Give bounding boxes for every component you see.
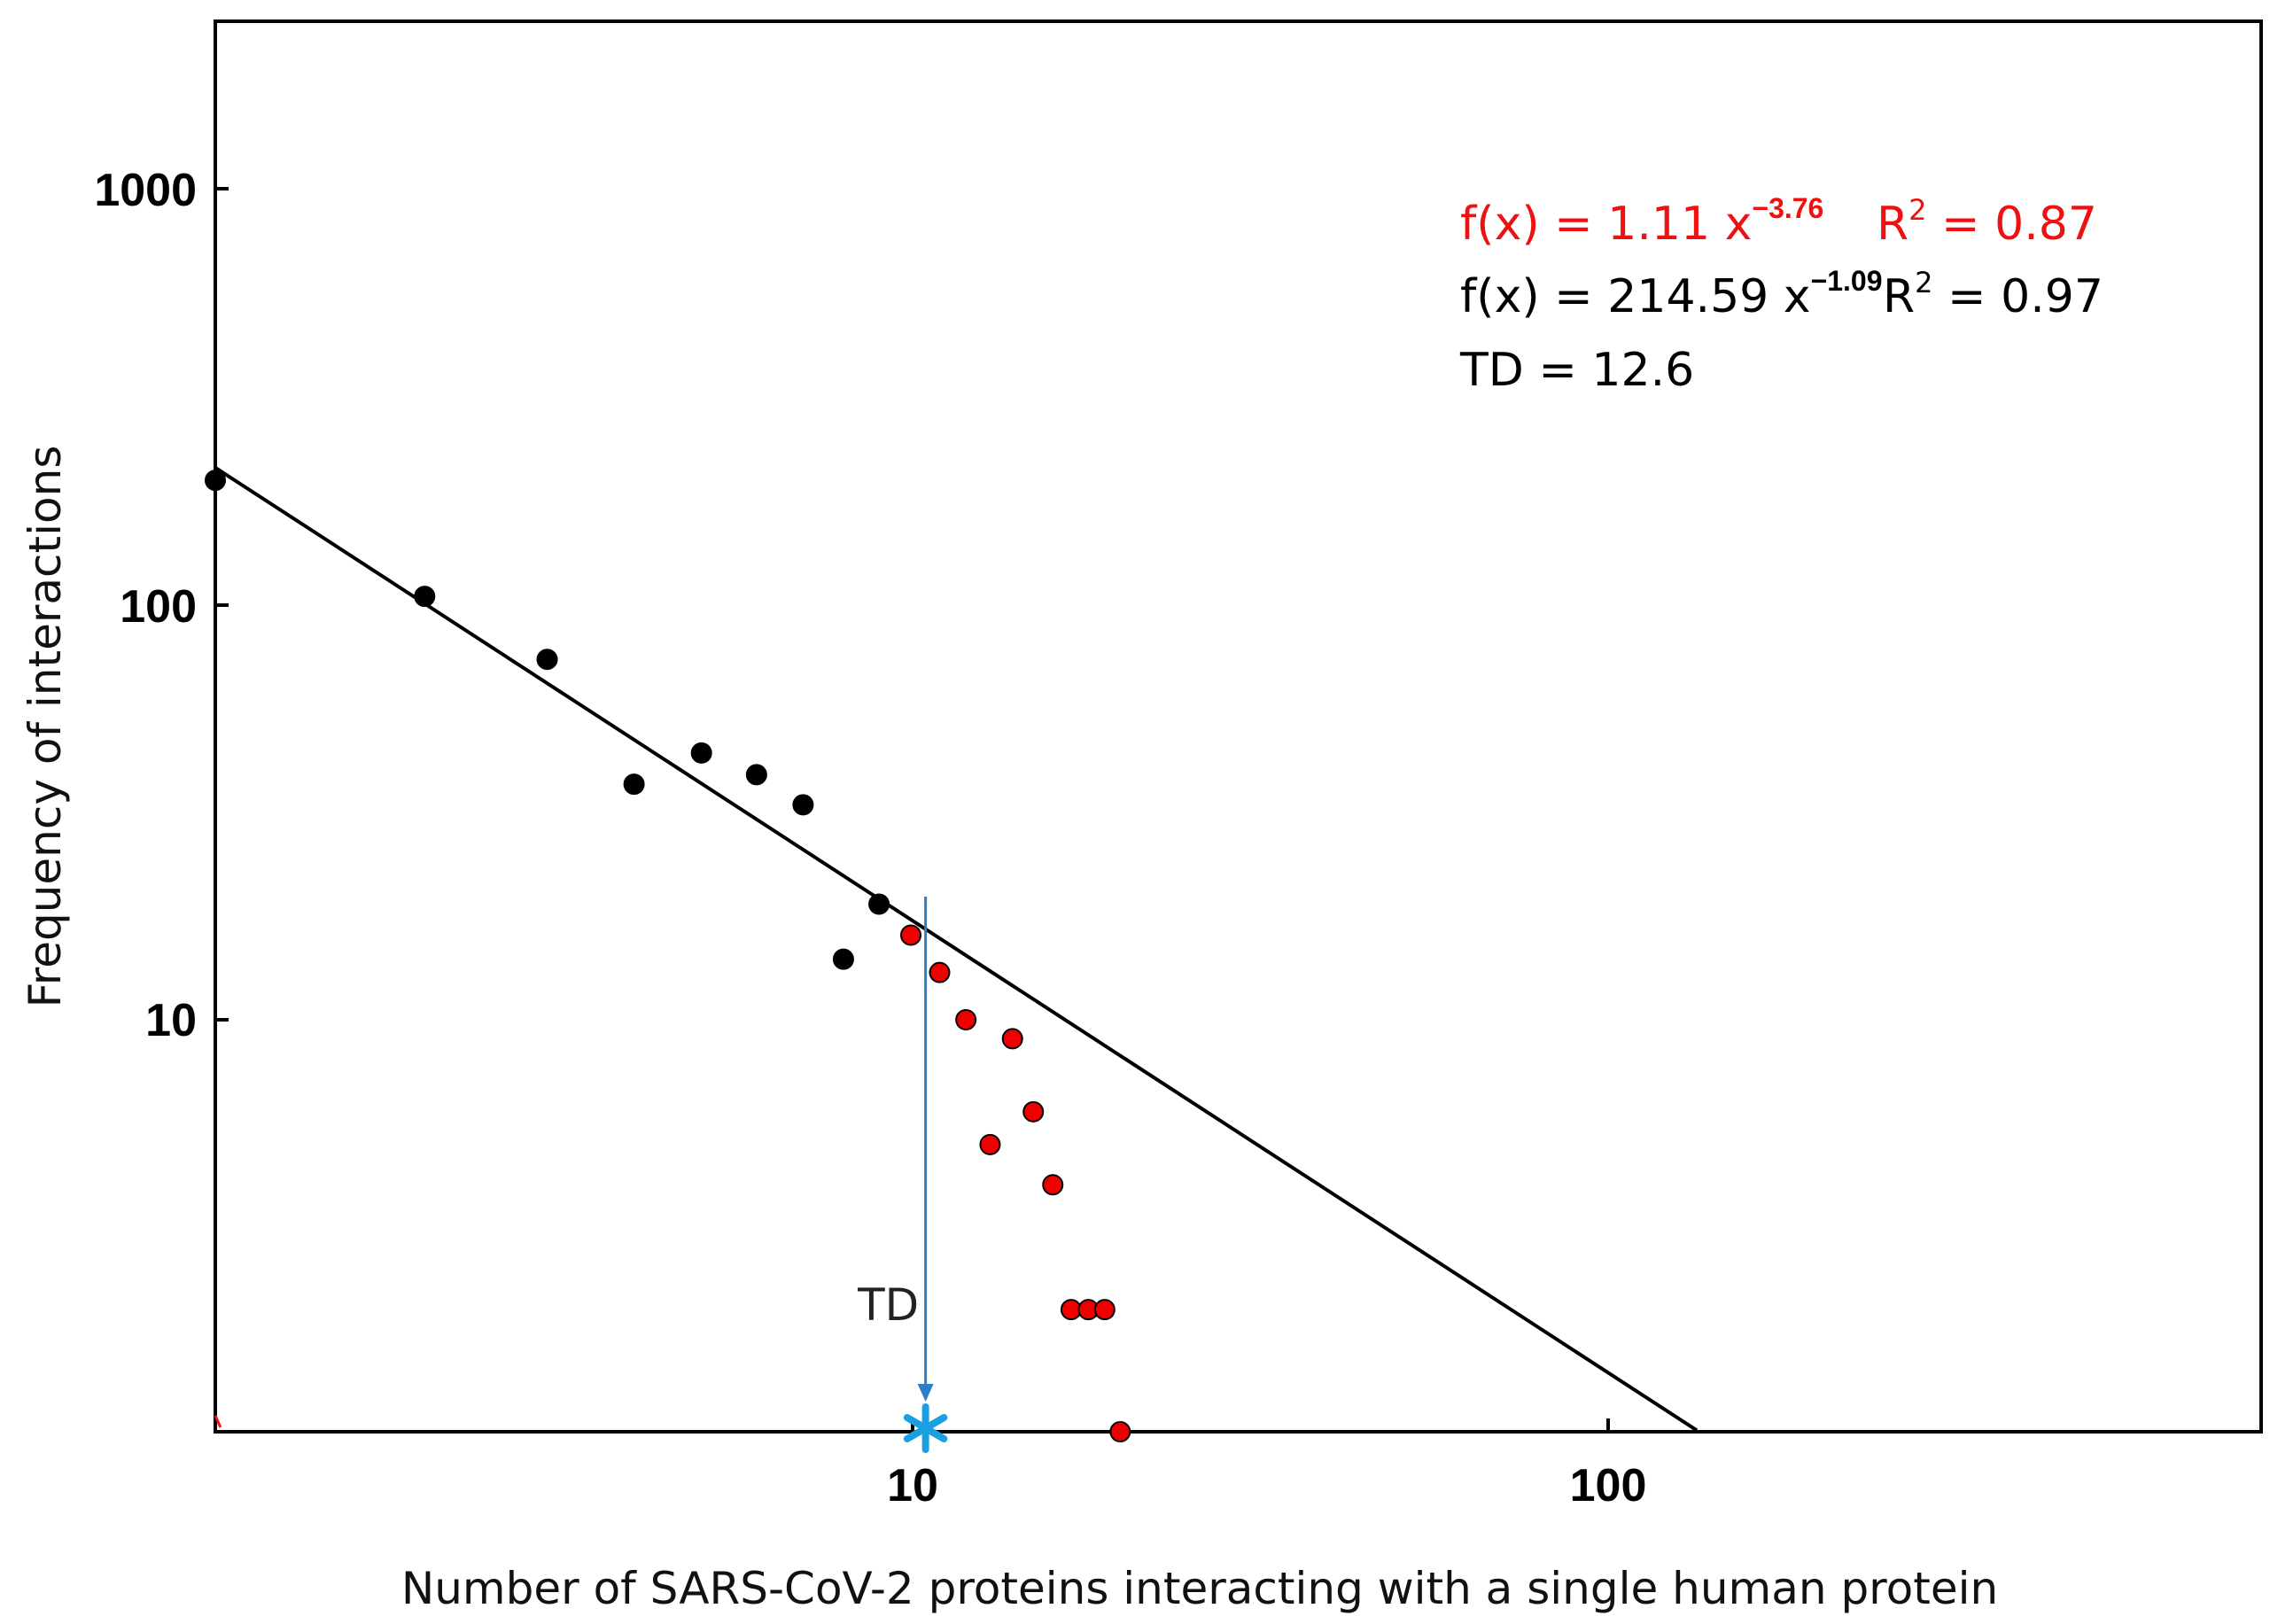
fit-lines: [214, 466, 1699, 1433]
red-point-7: [1042, 1174, 1064, 1196]
black-r2-power: 2: [1915, 266, 1932, 299]
x-tick-label-100: 100: [1570, 1460, 1647, 1511]
red-point-3: [955, 1009, 977, 1030]
red-r2: R2 = 0.87: [1877, 193, 2097, 251]
black-r2-value: = 0.97: [1933, 270, 2103, 323]
red-eq-exponent: −3.76: [1752, 192, 1823, 224]
black-point-9: [868, 893, 890, 915]
td-arrow-head: [917, 1384, 934, 1402]
red-point-4: [979, 1133, 1001, 1155]
series-red-points: [900, 924, 1131, 1442]
black-point-1: [205, 470, 226, 492]
black-point-3: [536, 649, 558, 671]
red-r2-value: = 0.87: [1927, 198, 2097, 251]
red-point-11: [1109, 1421, 1131, 1442]
black-r2: R2 = 0.97: [1883, 266, 2103, 323]
black-point-8: [832, 948, 854, 970]
td-marker-group: TD: [857, 897, 948, 1453]
y-axis-title: Frequency of interactions: [19, 446, 71, 1008]
red-point-1: [900, 924, 921, 946]
red-point-5: [1001, 1028, 1023, 1050]
equations: f(x) = 1.11 x−3.76 R2 = 0.87 f(x) = 214.…: [1459, 192, 2103, 397]
red-point-10: [1093, 1299, 1116, 1321]
red-r2-power: 2: [1909, 193, 1926, 227]
black-fit-line: [214, 466, 1699, 1433]
td-asterisk-icon: [903, 1403, 948, 1453]
black-eq-exponent: −1.09: [1811, 265, 1883, 297]
td-asterisk-stroke: [903, 1414, 948, 1442]
red-equation: f(x) = 1.11 x−3.76: [1460, 192, 1823, 251]
black-equation: f(x) = 214.59 x−1.09: [1460, 265, 1883, 323]
red-point-2: [929, 961, 951, 983]
red-eq-prefix: f(x) = 1.11 x: [1460, 198, 1752, 251]
y-tick-label-100: 100: [120, 581, 197, 633]
black-point-5: [690, 742, 712, 764]
red-fit-line: [214, 1415, 222, 1428]
td-label: TD: [857, 1279, 919, 1331]
td-value: TD = 12.6: [1459, 344, 1694, 397]
y-tick-label-1000: 1000: [94, 165, 197, 216]
black-point-6: [745, 764, 767, 786]
x-axis-title: Number of SARS-CoV-2 proteins interactin…: [401, 1563, 1998, 1614]
x-tick-label-10: 10: [887, 1460, 938, 1511]
y-tick-label-10: 10: [145, 995, 197, 1046]
red-r2-label: R: [1877, 198, 1909, 251]
red-point-6: [1022, 1100, 1045, 1123]
black-point-2: [414, 586, 436, 608]
y-axis: 1000 100 10: [94, 165, 229, 1046]
black-eq-prefix: f(x) = 214.59 x: [1460, 270, 1811, 323]
black-r2-label: R: [1883, 270, 1915, 323]
plot-frame: [214, 19, 2263, 1434]
black-point-7: [792, 794, 814, 816]
black-point-4: [623, 773, 645, 796]
series-black-points: [205, 470, 890, 970]
